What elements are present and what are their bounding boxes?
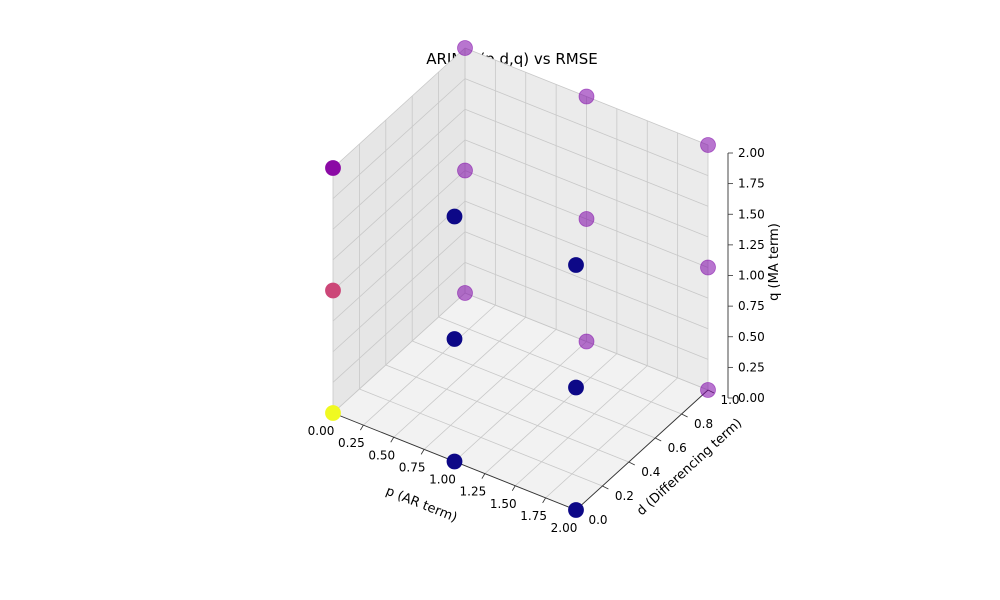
data-point [446, 208, 463, 225]
x-tick-label: 2.00 [551, 521, 578, 535]
grid-line-z [464, 108, 709, 207]
grid-line-x [454, 341, 587, 462]
y-tick-mark [681, 413, 688, 418]
data-point [457, 285, 473, 301]
data-point [325, 160, 341, 176]
z-tick-label: 1.75 [738, 177, 765, 191]
grid-line-y [412, 340, 656, 439]
data-point [325, 405, 341, 421]
grid-line-x [363, 304, 496, 426]
grid-line-z [464, 139, 709, 238]
data-point [325, 282, 341, 299]
grid-line-y [359, 388, 603, 487]
y-tick-mark [628, 461, 635, 466]
y-tick-label: 1.0 [720, 393, 739, 407]
z-tick-label: 2.00 [738, 146, 765, 160]
grid-line-z [464, 200, 709, 299]
data-point [446, 331, 463, 347]
data-point [568, 379, 584, 396]
x-tick-label: 0.50 [368, 448, 395, 462]
grid-line-z [332, 292, 466, 414]
grid-line-z [332, 139, 466, 261]
data-point [568, 257, 584, 273]
y-axis-line [575, 389, 709, 511]
x-axis-label: p (AR term) [383, 484, 459, 526]
x-tick-mark [481, 473, 486, 479]
data-point [578, 333, 595, 350]
z-tick-label: 1.25 [738, 238, 765, 252]
grid-line-z [332, 47, 466, 169]
grid-line-y [438, 316, 682, 415]
x-tick-mark [420, 449, 425, 455]
grid-line-x [514, 365, 648, 487]
x-tick-label: 0.75 [399, 460, 426, 474]
data-point [457, 162, 473, 179]
z-tick-label: 1.50 [738, 207, 765, 221]
x-tick-label: 1.00 [429, 473, 456, 487]
y-tick-label: 0.6 [668, 441, 687, 455]
x-tick-label: 0.00 [308, 424, 335, 438]
tick-labels: 0.000.250.500.751.001.251.501.752.000.00… [308, 146, 765, 535]
z-tick-label: 0.75 [738, 299, 765, 313]
x-tick-label: 0.25 [338, 436, 365, 450]
data-point [578, 88, 595, 105]
z-tick-label: 1.00 [738, 269, 765, 283]
x-tick-mark [360, 424, 364, 431]
x-tick-mark [542, 497, 546, 504]
y-tick-label: 0.0 [588, 513, 607, 527]
grid-line-z [464, 78, 709, 176]
grid-line-z [332, 78, 466, 199]
grid-line-z [332, 231, 466, 353]
data-points [325, 40, 716, 518]
grid-line-y [385, 364, 629, 463]
grid-line-x [484, 353, 618, 474]
z-tick-label: 0.50 [738, 330, 765, 344]
data-point [700, 382, 716, 398]
grid-line-x [423, 329, 557, 450]
data-point [700, 137, 716, 153]
data-point [700, 259, 716, 276]
x-tick-label: 1.50 [490, 497, 517, 511]
grid-line-z [332, 262, 466, 383]
grid-line-z [332, 170, 466, 291]
y-tick-label: 0.2 [615, 489, 634, 503]
x-tick-label: 1.25 [460, 485, 487, 499]
y-tick-label: 0.8 [694, 417, 713, 431]
x-tick-mark [511, 485, 516, 491]
data-point [578, 211, 595, 227]
y-tick-mark [655, 437, 662, 442]
grid-line-z [332, 200, 466, 322]
x-tick-label: 1.75 [520, 509, 547, 523]
data-point [457, 40, 473, 56]
x-tick-mark [390, 437, 395, 443]
data-point [568, 502, 584, 518]
y-tick-label: 0.4 [641, 465, 660, 479]
grid-line-z [332, 108, 466, 230]
z-axis-label: q (MA term) [767, 223, 782, 301]
grid-line-z [464, 231, 709, 330]
grid-line-z [464, 262, 709, 360]
grid-line-x [393, 316, 527, 438]
y-tick-mark [602, 485, 609, 490]
data-point [446, 453, 463, 470]
z-tick-label: 0.00 [738, 391, 765, 405]
z-tick-label: 0.25 [738, 360, 765, 374]
grid-line-x [545, 377, 678, 499]
